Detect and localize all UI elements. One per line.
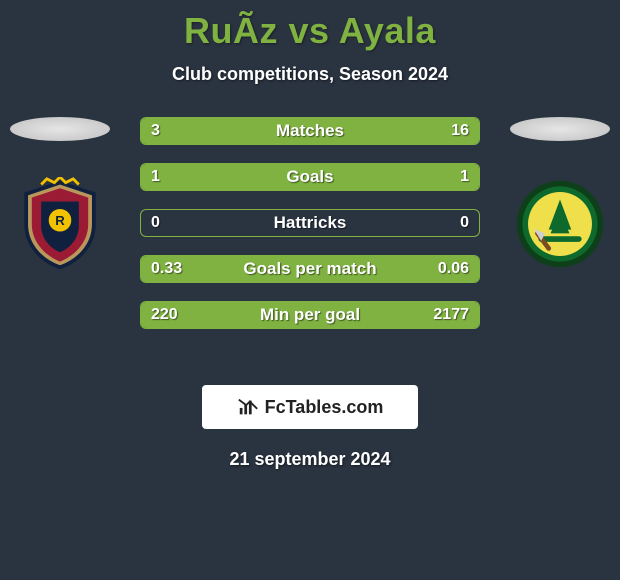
left-side: R xyxy=(0,117,120,271)
stat-bar: 0 Hattricks 0 xyxy=(140,209,480,237)
date-text: 21 september 2024 xyxy=(0,449,620,470)
stat-value-right: 16 xyxy=(451,118,469,144)
stat-label: Matches xyxy=(141,118,479,144)
stat-label: Hattricks xyxy=(141,210,479,236)
svg-text:R: R xyxy=(55,213,65,228)
right-team-crest xyxy=(513,177,607,271)
subtitle: Club competitions, Season 2024 xyxy=(0,64,620,85)
stat-bar: 3 Matches 16 xyxy=(140,117,480,145)
stat-bar: 1 Goals 1 xyxy=(140,163,480,191)
stat-value-right: 2177 xyxy=(433,302,469,328)
comparison-panel: R 3 Matches 16 xyxy=(0,117,620,357)
stat-value-right: 0 xyxy=(460,210,469,236)
stat-label: Min per goal xyxy=(141,302,479,328)
brand-text: FcTables.com xyxy=(265,397,384,418)
stat-bar: 0.33 Goals per match 0.06 xyxy=(140,255,480,283)
rsl-crest-icon: R xyxy=(13,177,107,271)
stat-bars: 3 Matches 16 1 Goals 1 0 Hattricks 0 0.3… xyxy=(140,117,480,329)
branding-badge: FcTables.com xyxy=(202,385,418,429)
stat-bar: 220 Min per goal 2177 xyxy=(140,301,480,329)
page-title: RuÃ­z vs Ayala xyxy=(0,0,620,52)
left-team-crest: R xyxy=(13,177,107,271)
right-side xyxy=(500,117,620,271)
player-silhouette-left xyxy=(10,117,110,141)
timbers-crest-icon xyxy=(513,177,607,271)
stat-label: Goals per match xyxy=(141,256,479,282)
stat-value-right: 1 xyxy=(460,164,469,190)
stat-label: Goals xyxy=(141,164,479,190)
bar-chart-icon xyxy=(237,396,259,418)
player-silhouette-right xyxy=(510,117,610,141)
stat-value-right: 0.06 xyxy=(438,256,469,282)
